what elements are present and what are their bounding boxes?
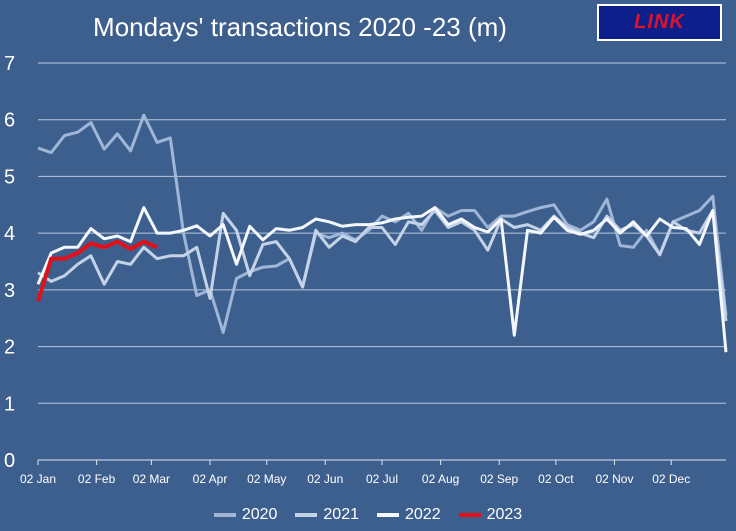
series-line-2022	[36, 206, 728, 353]
series-line-2020	[37, 113, 728, 334]
x-tick-label: 02 Nov	[595, 472, 633, 486]
y-axis: 0 1 2 3 4 5 6 7	[4, 53, 15, 472]
legend-item-2023: 2023	[458, 506, 523, 524]
legend-item-2022: 2022	[377, 506, 441, 524]
legend-label: 2022	[405, 506, 441, 523]
y-tick-label: 3	[4, 280, 15, 302]
legend-swatch	[213, 513, 236, 517]
legend-item-2020: 2020	[213, 506, 278, 524]
y-tick-label: 7	[4, 53, 15, 75]
x-tick-label: 02 Mar	[133, 472, 170, 486]
legend: 2020 2021 2022 2023	[0, 506, 736, 524]
x-tick-label: 02 Sep	[480, 472, 518, 486]
legend-swatch	[458, 513, 481, 517]
brand-logo: LINK	[597, 4, 722, 41]
y-tick-label: 2	[4, 337, 15, 359]
series-line-2021	[37, 209, 728, 322]
y-tick-label: 6	[4, 110, 15, 132]
x-tick-label: 02 Apr	[193, 472, 228, 486]
y-tick-label: 5	[4, 166, 15, 188]
legend-item-2021: 2021	[295, 506, 359, 524]
legend-swatch	[377, 513, 399, 517]
x-tick-label: 02 Oct	[538, 472, 574, 486]
legend-label: 2020	[241, 506, 278, 523]
x-tick-label: 02 May	[247, 472, 286, 486]
y-tick-label: 1	[4, 393, 15, 415]
series-line-2023	[36, 239, 158, 302]
x-tick-label: 02 Feb	[78, 472, 116, 486]
chart-title: Mondays' transactions 2020 -23 (m)	[93, 12, 507, 42]
legend-swatch	[295, 513, 318, 517]
legend-label: 2023	[486, 506, 523, 523]
x-tick-label: 02 Jan	[20, 472, 56, 486]
x-tick-label: 02 Jun	[307, 472, 343, 486]
x-axis: 02 Jan 02 Feb 02 Mar 02 Apr 02 May 02 Jun 02 J…	[20, 460, 690, 486]
gridlines	[38, 62, 726, 461]
legend-label: 2021	[323, 506, 359, 523]
y-tick-label: 0	[4, 450, 15, 472]
x-tick-label: 02 Dec	[652, 472, 690, 486]
x-tick-label: 02 Aug	[422, 472, 459, 486]
y-tick-label: 4	[4, 223, 15, 245]
series-lines	[36, 113, 728, 353]
x-tick-label: 02 Jul	[366, 472, 398, 486]
